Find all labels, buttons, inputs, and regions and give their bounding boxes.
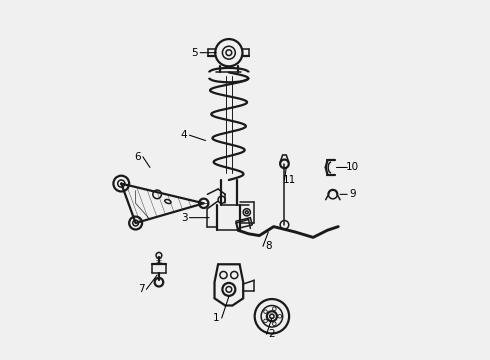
Text: 8: 8	[265, 241, 271, 251]
Text: 5: 5	[192, 48, 198, 58]
Text: 2: 2	[269, 329, 275, 339]
Text: 7: 7	[138, 284, 145, 294]
Text: 6: 6	[134, 152, 141, 162]
Text: 9: 9	[349, 189, 356, 199]
Text: 4: 4	[181, 130, 187, 140]
Text: 1: 1	[213, 313, 220, 323]
Text: 11: 11	[283, 175, 296, 185]
Text: 3: 3	[181, 213, 187, 222]
Text: 10: 10	[346, 162, 359, 172]
